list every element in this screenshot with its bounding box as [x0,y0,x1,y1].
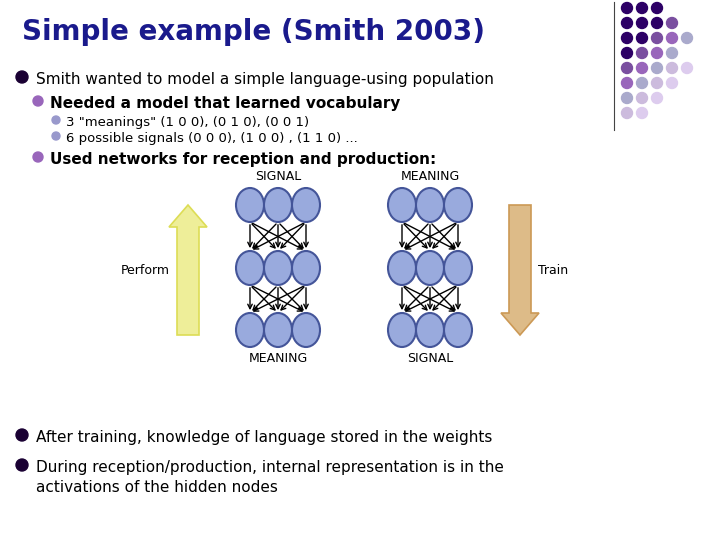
Ellipse shape [264,313,292,347]
Ellipse shape [292,188,320,222]
Circle shape [667,17,678,29]
Ellipse shape [236,188,264,222]
Text: 3 "meanings" (1 0 0), (0 1 0), (0 0 1): 3 "meanings" (1 0 0), (0 1 0), (0 0 1) [66,116,309,129]
Text: activations of the hidden nodes: activations of the hidden nodes [36,480,278,495]
Circle shape [682,32,693,44]
Ellipse shape [444,251,472,285]
Circle shape [667,32,678,44]
Ellipse shape [388,188,416,222]
Circle shape [636,3,647,14]
Ellipse shape [416,188,444,222]
Circle shape [621,63,632,73]
Ellipse shape [444,188,472,222]
Text: SIGNAL: SIGNAL [407,352,453,365]
Circle shape [16,429,28,441]
Circle shape [667,63,678,73]
Ellipse shape [264,188,292,222]
Circle shape [621,48,632,58]
Ellipse shape [236,251,264,285]
Ellipse shape [416,313,444,347]
Ellipse shape [444,313,472,347]
Circle shape [621,107,632,118]
Text: Train: Train [538,264,568,276]
Ellipse shape [292,251,320,285]
Circle shape [636,32,647,44]
FancyArrow shape [501,205,539,335]
Circle shape [652,78,662,89]
Circle shape [667,48,678,58]
Text: SIGNAL: SIGNAL [255,170,301,183]
Circle shape [636,17,647,29]
Ellipse shape [388,313,416,347]
Circle shape [636,107,647,118]
Ellipse shape [236,313,264,347]
Text: MEANING: MEANING [248,352,307,365]
Circle shape [636,48,647,58]
Ellipse shape [416,251,444,285]
Text: During reception/production, internal representation is in the: During reception/production, internal re… [36,460,504,475]
Text: After training, knowledge of language stored in the weights: After training, knowledge of language st… [36,430,492,445]
Circle shape [52,116,60,124]
FancyArrow shape [169,205,207,335]
Text: MEANING: MEANING [400,170,459,183]
Ellipse shape [264,251,292,285]
Circle shape [621,92,632,104]
Circle shape [652,63,662,73]
Text: Needed a model that learned vocabulary: Needed a model that learned vocabulary [50,96,400,111]
Ellipse shape [292,313,320,347]
Circle shape [667,78,678,89]
Circle shape [652,48,662,58]
Circle shape [652,17,662,29]
Circle shape [636,63,647,73]
Circle shape [33,96,43,106]
Text: 6 possible signals (0 0 0), (1 0 0) , (1 1 0) ...: 6 possible signals (0 0 0), (1 0 0) , (1… [66,132,358,145]
Circle shape [682,63,693,73]
Text: Simple example (Smith 2003): Simple example (Smith 2003) [22,18,485,46]
Text: Smith wanted to model a simple language-using population: Smith wanted to model a simple language-… [36,72,494,87]
Circle shape [16,459,28,471]
Circle shape [652,32,662,44]
Text: Perform: Perform [121,264,170,276]
Circle shape [16,71,28,83]
Circle shape [52,132,60,140]
Circle shape [621,78,632,89]
Circle shape [636,92,647,104]
Circle shape [621,32,632,44]
Text: Used networks for reception and production:: Used networks for reception and producti… [50,152,436,167]
Circle shape [621,3,632,14]
Circle shape [33,152,43,162]
Ellipse shape [388,251,416,285]
Circle shape [652,3,662,14]
Circle shape [636,78,647,89]
Circle shape [621,17,632,29]
Circle shape [652,92,662,104]
